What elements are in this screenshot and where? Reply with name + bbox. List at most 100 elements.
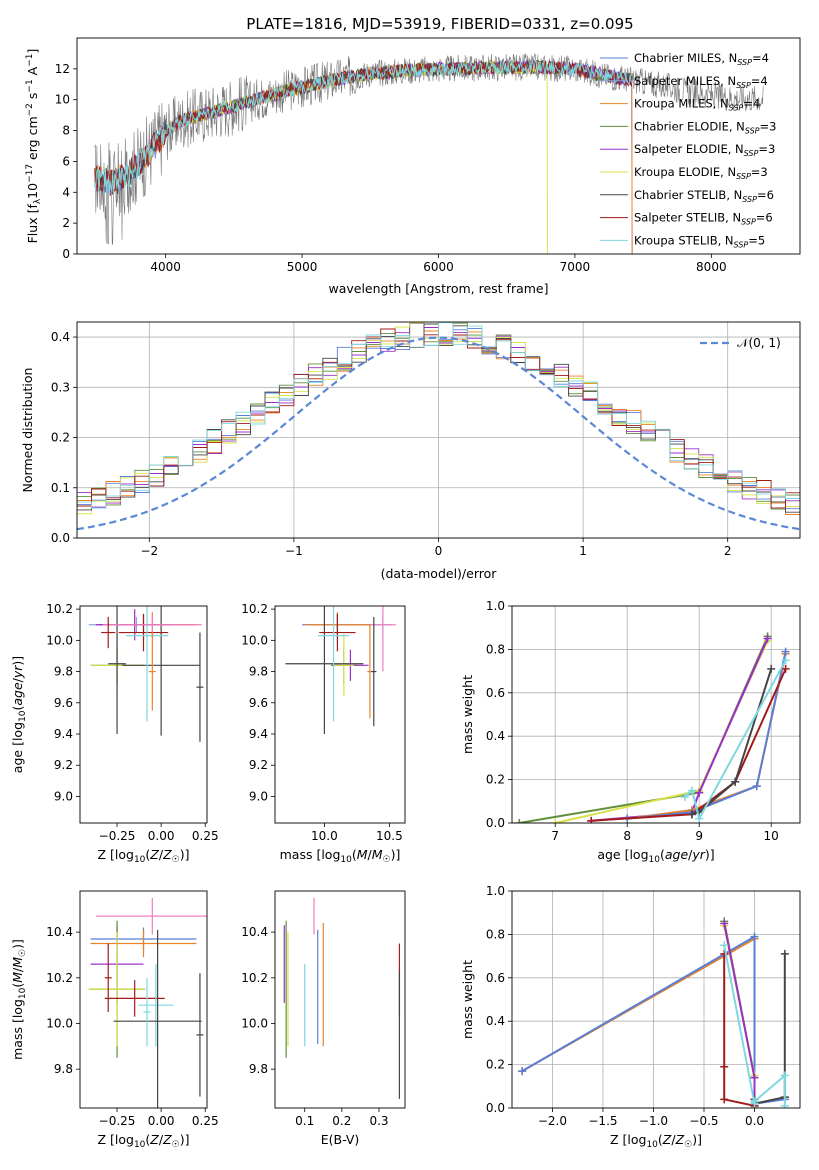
y-tick-label: 10.2 [241, 971, 268, 985]
weight-line-kroupa_stelib [684, 659, 787, 822]
axes-box [511, 890, 801, 1109]
panel-mass_weight_vs_age: 7 8 9 10 0.0 0.2 0.4 0.6 0.8 1.0 age [log10(age/yr… [460, 599, 801, 865]
x-tick-label: 9 [695, 829, 703, 843]
y-tick-label: 9.4 [249, 727, 268, 741]
model-spectrum-chabrier_stelib [94, 58, 633, 194]
y-tick-label: 1.0 [486, 599, 505, 613]
x-tick-label: −0.25 [99, 829, 136, 843]
weight-marker-kroupa_stelib [720, 941, 729, 950]
x-axis-label: Z [log10(Z/Z☉)] [610, 1132, 702, 1150]
axes-box [511, 605, 801, 824]
weight-marker-chabrier_miles [750, 932, 759, 941]
x-tick-label: −0.25 [99, 1114, 136, 1128]
weight-marker-kroupa_stelib [781, 656, 790, 665]
axes-frame: 0.1 0.2 0.3 9.8 10.0 10.2 10.4 [241, 890, 406, 1128]
y-tick-label: 10.2 [241, 602, 268, 616]
weight-marker-salpeter_elodie [763, 634, 772, 643]
plot-area [515, 632, 790, 823]
weight-marker-salpeter_elodie [720, 919, 729, 928]
legend-label: Salpeter ELODIE, NSSP=3 [634, 142, 775, 158]
weight-marker-chabrier_miles [518, 1067, 527, 1076]
weight-line-salpeter_stelib [723, 953, 755, 1107]
axes-frame: 4000 5000 6000 7000 8000 0 2 4 6 8 10 12 [55, 37, 801, 274]
x-tick-label: 6000 [423, 260, 454, 274]
x-tick-label: 1 [579, 544, 587, 558]
weight-marker-kroupa_stelib [695, 814, 704, 823]
normal-distribution-curve [77, 336, 800, 531]
weight-marker-kroupa_stelib [680, 792, 689, 801]
panel-spectrum: 4000 5000 6000 7000 8000 0 2 4 6 8 10 12 wavelength … [25, 37, 801, 296]
weight-marker-kroupa_stelib [750, 1097, 759, 1106]
y-tick-label: 0.8 [486, 927, 505, 941]
y-tick-label: 10.2 [46, 602, 73, 616]
y-tick-label: 9.4 [54, 727, 73, 741]
axes-box [274, 605, 406, 824]
x-tick-label: 0.00 [148, 829, 175, 843]
legend-label: Salpeter STELIB, NSSP=6 [634, 211, 773, 227]
axes-frame: −0.25 0.00 0.25 9.0 9.2 9.4 9.6 9.8 10.0 10.2 [46, 602, 218, 843]
plot-area [283, 897, 401, 1099]
legend-label: Salpeter MILES, NSSP=4 [634, 74, 768, 90]
plot-area [94, 53, 764, 254]
axes-box [79, 890, 208, 1109]
y-tick-label: 4 [62, 185, 70, 199]
axes-frame: −2 −1 0 1 2 0.0 0.1 0.2 0.3 0.4 [51, 321, 801, 558]
legend-label: Kroupa ELODIE, NSSP=3 [634, 165, 768, 181]
axes-box [79, 605, 208, 824]
panel-mass_weight_vs_Z: −2.0 −1.5 −1.0 −0.5 0.0 0.0 0.2 0.4 0.6 0.8 1.0 Z [… [460, 884, 801, 1150]
x-tick-label: 10 [764, 829, 779, 843]
weight-marker-kroupa_stelib [688, 786, 696, 795]
x-axis-label: (data-model)/error [381, 566, 498, 581]
x-tick-label: −1.5 [588, 1114, 617, 1128]
y-axis-label: mass weight [460, 675, 475, 754]
axes-box [274, 890, 406, 1109]
y-tick-label: 0.4 [51, 330, 70, 344]
x-axis-label: mass [log10(M/M☉)] [280, 847, 401, 865]
x-tick-label: 10.0 [311, 829, 338, 843]
y-axis-label: mass [log10(M/M☉)] [10, 939, 28, 1060]
plot-area [88, 606, 204, 742]
y-tick-label: 10.0 [46, 633, 73, 647]
x-tick-label: −0.5 [689, 1114, 718, 1128]
y-tick-label: 12 [55, 62, 70, 76]
y-tick-label: 9.8 [249, 1062, 268, 1076]
y-tick-label: 0 [62, 247, 70, 261]
weight-marker-chabrier_stelib [688, 810, 696, 819]
y-tick-label: 0.3 [51, 380, 70, 394]
x-tick-label: 0 [435, 544, 443, 558]
weight-marker-chabrier_stelib [731, 777, 740, 786]
weight-marker-salpeter_stelib [720, 1062, 729, 1071]
x-axis-label: age [log10(age/yr)] [597, 847, 714, 865]
y-tick-label: 9.8 [54, 665, 73, 679]
x-tick-label: −1 [285, 544, 303, 558]
x-tick-label: 0.2 [332, 1114, 351, 1128]
y-tick-label: 10.4 [46, 925, 73, 939]
legend-label: 𝒩(0, 1) [737, 336, 781, 350]
x-axis-label: Z [log10(Z/Z☉)] [97, 1132, 189, 1150]
weight-marker-chabrier_elodie [515, 819, 524, 823]
weight-marker-salpeter_stelib [781, 664, 790, 673]
x-tick-label: 10.5 [376, 829, 403, 843]
x-tick-label: 5000 [287, 260, 318, 274]
y-tick-label: 0.0 [486, 816, 505, 830]
axes-frame: 10.0 10.5 9.0 9.2 9.4 9.6 9.8 10.0 10.2 [241, 602, 406, 843]
y-tick-label: 9.0 [54, 789, 73, 803]
panel-residual_histogram: −2 −1 0 1 2 0.0 0.1 0.2 0.3 0.4 (data-model)/error… [20, 321, 801, 581]
x-tick-label: 0.3 [369, 1114, 388, 1128]
legend-label: Chabrier ELODIE, NSSP=3 [634, 119, 776, 135]
y-tick-label: 0.8 [486, 642, 505, 656]
y-tick-label: 0.2 [51, 431, 70, 445]
panel-mass_vs_ebv: 0.1 0.2 0.3 9.8 10.0 10.2 10.4 E(B-V) [241, 890, 406, 1147]
y-tick-label: 9.8 [54, 1062, 73, 1076]
x-tick-label: −2 [140, 544, 158, 558]
axes-frame: 7 8 9 10 0.0 0.2 0.4 0.6 0.8 1.0 [486, 599, 801, 843]
y-axis-label: Flux [fλ10−17 erg cm−2 s−1 A−1] [25, 49, 43, 244]
panel-age_vs_mass: 10.0 10.5 9.0 9.2 9.4 9.6 9.8 10.0 10.2 mass [log… [241, 602, 406, 865]
y-tick-label: 9.8 [249, 665, 268, 679]
legend-label: Kroupa STELIB, NSSP=5 [634, 233, 765, 249]
weight-marker-kroupa_stelib [780, 1101, 789, 1108]
weight-marker-chabrier_miles [752, 782, 761, 791]
x-tick-label: 0.1 [295, 1114, 314, 1128]
x-tick-label: −2.0 [538, 1114, 567, 1128]
y-tick-label: 9.6 [54, 696, 73, 710]
